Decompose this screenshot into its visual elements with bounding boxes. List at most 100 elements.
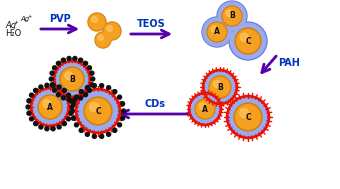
Circle shape bbox=[56, 61, 61, 65]
Circle shape bbox=[90, 103, 99, 112]
Circle shape bbox=[103, 22, 121, 40]
Circle shape bbox=[91, 77, 95, 81]
Text: A: A bbox=[202, 105, 208, 114]
Circle shape bbox=[51, 127, 55, 131]
Circle shape bbox=[57, 125, 61, 129]
Circle shape bbox=[69, 111, 73, 115]
Circle shape bbox=[87, 88, 91, 92]
Text: B: B bbox=[229, 12, 235, 20]
Circle shape bbox=[33, 90, 67, 124]
Circle shape bbox=[240, 33, 249, 42]
Circle shape bbox=[91, 17, 97, 22]
Circle shape bbox=[226, 10, 233, 16]
Circle shape bbox=[86, 99, 110, 123]
Text: C: C bbox=[245, 36, 251, 46]
Circle shape bbox=[84, 61, 88, 65]
Circle shape bbox=[92, 84, 96, 88]
Circle shape bbox=[43, 100, 50, 108]
Circle shape bbox=[218, 2, 246, 30]
Circle shape bbox=[196, 100, 214, 118]
Circle shape bbox=[199, 103, 205, 109]
Circle shape bbox=[121, 116, 124, 120]
Circle shape bbox=[67, 98, 71, 101]
Circle shape bbox=[104, 23, 120, 39]
Circle shape bbox=[90, 83, 94, 87]
Circle shape bbox=[90, 71, 94, 75]
Circle shape bbox=[45, 83, 49, 87]
Circle shape bbox=[26, 105, 30, 109]
Text: +: + bbox=[13, 20, 18, 26]
Text: Ag: Ag bbox=[20, 16, 29, 22]
Circle shape bbox=[92, 134, 96, 138]
Circle shape bbox=[228, 97, 268, 137]
Circle shape bbox=[53, 66, 56, 70]
Circle shape bbox=[205, 72, 235, 102]
Circle shape bbox=[70, 109, 74, 113]
Circle shape bbox=[67, 57, 71, 60]
Circle shape bbox=[230, 23, 266, 59]
Circle shape bbox=[191, 95, 219, 123]
Circle shape bbox=[79, 90, 83, 94]
Text: H₂O: H₂O bbox=[5, 29, 21, 39]
Circle shape bbox=[230, 98, 267, 136]
Text: C: C bbox=[95, 106, 101, 115]
Circle shape bbox=[118, 123, 122, 127]
Circle shape bbox=[34, 122, 38, 126]
Circle shape bbox=[89, 14, 105, 30]
Circle shape bbox=[56, 93, 61, 97]
Circle shape bbox=[39, 125, 43, 129]
Circle shape bbox=[229, 22, 267, 60]
Circle shape bbox=[107, 26, 112, 31]
Circle shape bbox=[95, 32, 111, 48]
Circle shape bbox=[71, 102, 75, 106]
Circle shape bbox=[107, 132, 111, 136]
Circle shape bbox=[190, 94, 220, 124]
Circle shape bbox=[73, 57, 77, 60]
Circle shape bbox=[203, 18, 231, 46]
Circle shape bbox=[39, 96, 61, 118]
Circle shape bbox=[100, 84, 104, 88]
Circle shape bbox=[79, 91, 118, 131]
Circle shape bbox=[69, 99, 73, 103]
Circle shape bbox=[209, 76, 231, 98]
Circle shape bbox=[74, 123, 79, 127]
Circle shape bbox=[45, 127, 49, 131]
Circle shape bbox=[79, 96, 83, 100]
Circle shape bbox=[118, 95, 122, 99]
Circle shape bbox=[208, 23, 226, 41]
Circle shape bbox=[79, 58, 83, 62]
Circle shape bbox=[84, 93, 88, 97]
Circle shape bbox=[222, 6, 242, 26]
Text: +: + bbox=[27, 15, 31, 19]
Circle shape bbox=[67, 93, 70, 97]
Circle shape bbox=[51, 83, 55, 87]
Circle shape bbox=[65, 72, 72, 80]
Circle shape bbox=[236, 105, 260, 129]
Circle shape bbox=[223, 7, 241, 25]
Circle shape bbox=[204, 71, 236, 103]
Circle shape bbox=[195, 99, 215, 119]
Circle shape bbox=[60, 67, 84, 91]
Circle shape bbox=[27, 99, 31, 103]
Circle shape bbox=[39, 85, 43, 89]
Text: B: B bbox=[217, 83, 223, 91]
Circle shape bbox=[113, 128, 117, 132]
Circle shape bbox=[71, 116, 75, 120]
Circle shape bbox=[30, 93, 34, 97]
Circle shape bbox=[202, 17, 232, 47]
Circle shape bbox=[237, 29, 259, 52]
Circle shape bbox=[38, 95, 62, 119]
Circle shape bbox=[74, 95, 79, 99]
Circle shape bbox=[56, 63, 88, 95]
Circle shape bbox=[62, 58, 65, 62]
Circle shape bbox=[84, 97, 112, 125]
Circle shape bbox=[55, 62, 89, 96]
Text: PAH: PAH bbox=[278, 58, 300, 68]
Circle shape bbox=[240, 109, 249, 118]
Circle shape bbox=[85, 132, 89, 136]
Text: B: B bbox=[69, 74, 75, 84]
Circle shape bbox=[77, 90, 119, 132]
Circle shape bbox=[62, 68, 83, 90]
Text: CDs: CDs bbox=[144, 99, 166, 109]
Circle shape bbox=[100, 134, 104, 138]
